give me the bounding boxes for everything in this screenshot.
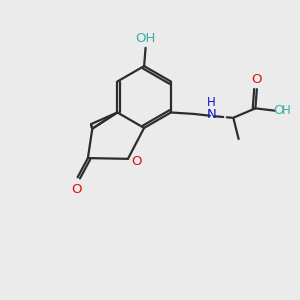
Text: H: H [282,104,290,117]
Text: O: O [72,182,82,196]
Text: H: H [207,96,216,109]
Text: O: O [274,104,284,117]
Text: N: N [207,108,216,121]
Text: OH: OH [135,32,156,46]
Text: O: O [131,155,142,168]
Text: O: O [252,73,262,86]
